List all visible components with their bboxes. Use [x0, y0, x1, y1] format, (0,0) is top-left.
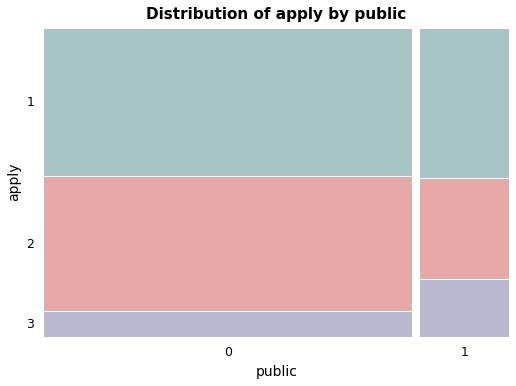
Bar [44, 177, 411, 310]
Bar [420, 179, 509, 278]
Bar [44, 29, 411, 175]
Y-axis label: apply: apply [7, 163, 21, 201]
Title: Distribution of apply by public: Distribution of apply by public [147, 7, 407, 22]
Bar [420, 29, 509, 177]
Bar [420, 280, 509, 337]
Bar [44, 312, 411, 337]
X-axis label: public: public [255, 365, 298, 379]
